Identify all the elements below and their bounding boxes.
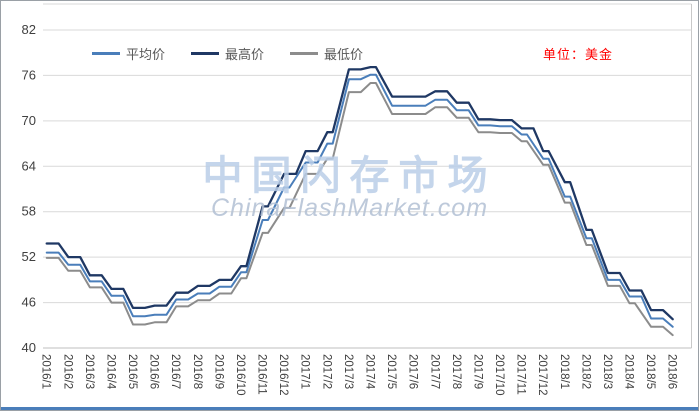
x-axis-label: 2017/5 — [385, 354, 397, 389]
x-axis-label: 2016/8 — [191, 354, 203, 389]
x-axis-label: 2017/1 — [299, 354, 311, 389]
x-axis-label: 2017/12 — [536, 354, 548, 396]
x-axis-label: 2017/7 — [428, 354, 440, 389]
watermark-url: ChinaFlashMarket.com — [210, 194, 489, 222]
x-axis-label: 2017/3 — [342, 354, 354, 389]
y-axis-label: 64 — [22, 158, 36, 173]
x-axis-label: 2016/3 — [83, 354, 95, 389]
y-axis-label: 76 — [22, 67, 36, 82]
bottom-border-band — [0, 407, 699, 411]
legend-item-最高价: 最高价 — [191, 44, 264, 63]
legend-item-平均价: 平均价 — [92, 44, 165, 63]
x-axis-label: 2016/5 — [126, 354, 138, 389]
x-axis-label: 2016/10 — [234, 354, 246, 396]
y-axis-label: 70 — [22, 113, 36, 128]
x-axis-label: 2018/2 — [579, 354, 591, 389]
x-axis-label: 2016/6 — [148, 354, 160, 389]
series-line-最高价 — [45, 65, 674, 321]
y-axis-label: 52 — [22, 249, 36, 264]
x-axis-label: 2017/9 — [471, 354, 483, 389]
y-axis-label: 40 — [22, 340, 36, 355]
x-axis-label: 2016/11 — [256, 354, 268, 395]
legend-label: 最高价 — [225, 47, 265, 62]
series-line-平均价 — [45, 73, 674, 328]
unit-label: 单位：美金 — [543, 47, 614, 62]
watermark-title: 中国闪存市场 — [202, 154, 497, 198]
x-axis-label: 2018/6 — [666, 354, 678, 389]
x-axis-label: 2017/10 — [493, 354, 505, 396]
legend-item-最低价: 最低价 — [290, 44, 363, 63]
legend-line-swatch — [290, 52, 319, 55]
legend-line-swatch — [191, 52, 220, 55]
x-axis-label: 2018/1 — [558, 354, 570, 389]
x-axis-label: 2016/2 — [61, 354, 73, 389]
x-axis-label: 2016/7 — [169, 354, 181, 389]
x-axis-label: 2017/2 — [320, 354, 332, 389]
x-axis-label: 2017/6 — [407, 354, 419, 389]
x-axis-label: 2017/4 — [363, 354, 375, 390]
x-axis-label: 2018/5 — [644, 354, 656, 389]
x-axis-label: 2017/11 — [515, 354, 527, 395]
legend-label: 最低价 — [324, 47, 364, 62]
legend-label: 平均价 — [126, 47, 166, 62]
x-axis-label: 2016/9 — [212, 354, 224, 389]
x-axis-label: 2018/3 — [601, 354, 613, 389]
x-axis-label: 2016/1 — [40, 354, 52, 389]
x-axis-label: 2017/8 — [450, 354, 462, 389]
y-axis-label: 46 — [22, 295, 36, 310]
y-axis-label: 58 — [22, 204, 36, 219]
x-axis-label: 2016/12 — [277, 354, 289, 396]
y-axis-label: 82 — [22, 22, 36, 37]
legend-line-swatch — [92, 52, 120, 55]
x-axis-label: 2016/4 — [104, 354, 116, 390]
series-line-最低价 — [45, 82, 674, 337]
chart-legend: 平均价 最高价 最低价 — [92, 44, 363, 63]
x-axis-label: 2018/4 — [623, 354, 635, 390]
